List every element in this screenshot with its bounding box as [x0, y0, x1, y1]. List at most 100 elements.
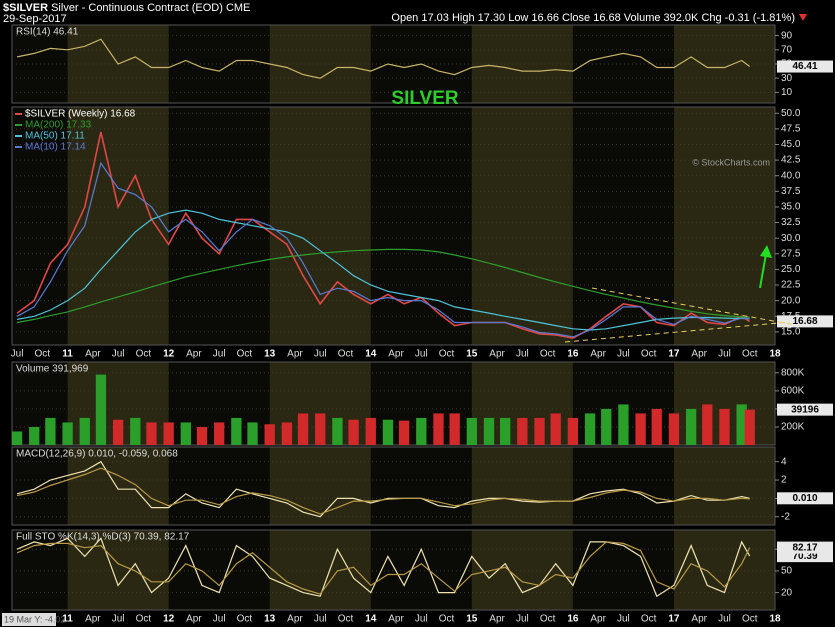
volume-bar: [95, 374, 107, 445]
year-band: [673, 447, 775, 525]
volume-bar: [398, 420, 410, 445]
volume-bar: [163, 422, 174, 445]
volume-bar: [382, 419, 394, 445]
legend-entry: MA(50) 17.11: [25, 131, 85, 142]
volume-bar: [130, 417, 141, 445]
y-tick-label: 27.5: [781, 248, 801, 259]
volume-bar: [618, 404, 629, 445]
x-tick-label: Jul: [617, 614, 630, 625]
legend-entry: MA(10) 17.14: [25, 142, 86, 153]
volume-bar: [702, 404, 713, 445]
arrow-shaft: [759, 253, 767, 289]
volume-bar: [214, 422, 225, 445]
volume-bar: [601, 408, 612, 445]
volume-bar: [365, 417, 376, 445]
title: $SILVER Silver - Continuous Contract (EO…: [3, 2, 250, 14]
credit: © StockCharts.com: [692, 157, 770, 167]
x-tick-label: Jul: [213, 614, 226, 625]
x-tick-label: Apr: [388, 349, 404, 360]
legend-entry: $SILVER (Weekly) 16.68: [25, 109, 136, 120]
last-value-box: [777, 541, 833, 554]
year-band: [471, 107, 573, 345]
x-tick-label: 14: [365, 614, 377, 625]
last-value-box: [777, 492, 833, 505]
x-tick-label: 11: [62, 349, 73, 360]
y-tick-label: 200K: [781, 422, 805, 433]
y-tick-label: 25.0: [781, 264, 801, 275]
y-tick-label: 4: [781, 456, 787, 467]
panel-label: Volume 391,969: [16, 364, 89, 375]
x-tick-label: Apr: [85, 349, 101, 360]
x-tick-label: Oct: [237, 349, 253, 360]
volume-bar: [685, 408, 697, 445]
x-tick-label: 12: [163, 614, 175, 625]
volume-bar: [668, 413, 680, 445]
year-band: [67, 447, 169, 525]
date: 29-Sep-2017: [3, 13, 67, 25]
y-tick-label: 90: [781, 30, 793, 41]
year-band: [67, 530, 169, 610]
x-tick-label: Apr: [85, 614, 101, 625]
x-tick-label: Jul: [11, 349, 24, 360]
series-line: [16, 161, 750, 338]
panel-label: MACD(12,26,9) 0.010, -0.059, 0.068: [16, 449, 178, 460]
y-tick-label: 35.0: [781, 202, 801, 213]
year-band: [269, 107, 371, 345]
x-tick-label: 17: [668, 349, 680, 360]
x-tick-label: 14: [365, 349, 377, 360]
series-line: [16, 38, 751, 79]
y-tick-label: 45.0: [781, 139, 801, 150]
y-tick-label: 10: [781, 87, 793, 98]
series-line: [16, 131, 751, 339]
x-tick-label: 13: [264, 349, 276, 360]
x-tick-label: 18: [769, 349, 781, 360]
x-tick-label: Apr: [186, 349, 202, 360]
legend-entry: MA(200) 17.33: [25, 120, 92, 131]
x-tick-label: Oct: [641, 349, 657, 360]
symbol: $SILVER: [3, 2, 48, 14]
panel-frame: [11, 446, 776, 526]
y-tick-label: 70: [781, 44, 793, 55]
volume-bar: [11, 431, 23, 445]
x-tick-label: Apr: [691, 614, 707, 625]
last-value-label: 16.68: [792, 316, 817, 327]
volume-bar: [281, 422, 293, 445]
annotations: [564, 245, 796, 343]
year-band: [471, 25, 573, 103]
x-tick-label: Jul: [415, 614, 428, 625]
volume-bar: [45, 417, 56, 445]
year-band: [471, 447, 573, 525]
volume-bar: [196, 426, 208, 445]
volume-bar: [736, 404, 747, 445]
last-value-label: 46.41: [792, 61, 817, 72]
x-tick-label: Jul: [112, 349, 125, 360]
volume-bar: [517, 417, 528, 445]
volume-bar: [744, 409, 755, 445]
volume-bar: [500, 417, 511, 445]
x-tick-label: Oct: [439, 614, 455, 625]
instrument: Silver - Continuous Contract (EOD): [51, 2, 223, 14]
last-value-label: 39196: [791, 404, 819, 415]
x-tick-label: Oct: [136, 614, 152, 625]
volume-bar: [567, 417, 579, 445]
year-band: [673, 530, 775, 610]
x-tick-label: Apr: [489, 614, 505, 625]
trend-line: [564, 321, 791, 343]
volume-bar: [231, 417, 242, 445]
volume-bar: [584, 413, 596, 445]
x-tick-label: Oct: [35, 349, 51, 360]
x-tick-label: Apr: [691, 349, 707, 360]
x-tick-label: Jul: [314, 614, 327, 625]
footer-box: [2, 613, 56, 626]
down-arrow: [799, 14, 807, 21]
x-tick-label: Apr: [489, 349, 505, 360]
x-tick-label: 13: [264, 614, 276, 625]
x-tick-label: 16: [567, 614, 579, 625]
volume-bar: [264, 424, 275, 445]
plot-area: 90 70 50 30 10 RSI(14) 46.41 46.41 50.0 47.5 45.0…: [11, 24, 833, 625]
volume-bar: [348, 419, 359, 445]
x-tick-label: Apr: [388, 614, 404, 625]
exchange: CME: [226, 2, 250, 14]
footer: 19 Mar Y: -4.02: [4, 614, 65, 624]
x-tick-label: 12: [163, 349, 175, 360]
